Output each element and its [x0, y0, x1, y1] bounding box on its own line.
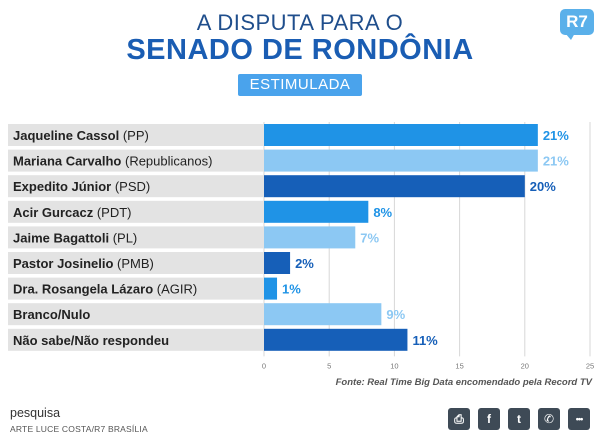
- candidate-name: Jaqueline Cassol: [13, 128, 119, 143]
- bar: [264, 328, 408, 351]
- x-tick-label: 0: [262, 361, 266, 370]
- r7-logo-text: R7: [560, 9, 594, 35]
- row-label-bg: [8, 124, 264, 146]
- x-tick-label: 20: [521, 361, 529, 370]
- whatsapp-icon[interactable]: ✆: [538, 408, 560, 430]
- bar: [264, 124, 538, 146]
- x-tick-label: 5: [327, 361, 331, 370]
- twitter-icon[interactable]: t: [508, 408, 530, 430]
- facebook-icon[interactable]: f: [478, 408, 500, 430]
- row-label-bg: [8, 277, 264, 300]
- row-label-bg: [8, 328, 264, 351]
- candidate-name: Pastor Josinelio: [13, 256, 113, 271]
- row-label-bg: [8, 226, 264, 249]
- candidate-party: (PP): [119, 128, 149, 143]
- row-label: Pastor Josinelio (PMB): [13, 256, 154, 271]
- bar: [264, 277, 278, 300]
- bar: [264, 303, 382, 326]
- x-tick-label: 15: [455, 361, 463, 370]
- footer-title: pesquisa: [10, 406, 61, 420]
- footer-credit: ARTE LUCE COSTA/R7 BRASÍLIA: [10, 424, 148, 434]
- row-label-bg: [8, 149, 264, 172]
- bar: [264, 149, 538, 172]
- candidate-party: (PDT): [93, 205, 131, 220]
- value-label: 11%: [412, 333, 438, 348]
- bar: [264, 252, 291, 274]
- source-note: Fonte: Real Time Big Data encomendado pe…: [335, 377, 592, 388]
- bar: [264, 226, 356, 249]
- row-label: Mariana Carvalho (Republicanos): [13, 154, 212, 169]
- subtitle-badge: ESTIMULADA: [238, 74, 362, 96]
- candidate-name: Branco/Nulo: [13, 307, 90, 322]
- candidate-party: (PSD): [111, 179, 150, 194]
- value-label: 21%: [543, 154, 569, 169]
- bar-chart: 0 5 10 15 20 25 Jaqueline Cassol (PP) 21% Marian…: [8, 122, 594, 370]
- bar: [264, 175, 525, 198]
- row-label-bg: [8, 303, 264, 326]
- value-label: 9%: [386, 307, 405, 322]
- x-tick-label: 10: [390, 361, 398, 370]
- candidate-party: (AGIR): [153, 282, 197, 297]
- candidate-name: Não sabe/Não respondeu: [13, 333, 169, 348]
- value-label: 20%: [530, 179, 556, 194]
- x-tick-label: 25: [586, 361, 594, 370]
- value-label: 8%: [373, 205, 392, 220]
- row-label: Branco/Nulo: [13, 307, 90, 322]
- value-label: 2%: [295, 256, 314, 271]
- row-label: Expedito Júnior (PSD): [13, 179, 150, 194]
- row-label-bg: [8, 252, 264, 274]
- r7-logo[interactable]: R7: [560, 9, 594, 41]
- more-icon[interactable]: •••: [568, 408, 590, 430]
- r7-logo-tail: [565, 33, 575, 40]
- row-label-bg: [8, 175, 264, 198]
- row-label: Jaime Bagattoli (PL): [13, 230, 137, 245]
- row-label: Jaqueline Cassol (PP): [13, 128, 149, 143]
- value-label: 7%: [360, 230, 379, 245]
- print-icon[interactable]: ⎙: [448, 408, 470, 430]
- candidate-party: (Republicanos): [121, 154, 212, 169]
- candidate-name: Jaime Bagattoli: [13, 230, 109, 245]
- row-label: Não sabe/Não respondeu: [13, 333, 169, 348]
- bar: [264, 200, 369, 223]
- candidate-name: Expedito Júnior: [13, 179, 111, 194]
- value-label: 21%: [543, 128, 569, 143]
- row-label: Dra. Rosangela Lázaro (AGIR): [13, 282, 197, 297]
- candidate-name: Dra. Rosangela Lázaro: [13, 282, 153, 297]
- row-label-bg: [8, 200, 264, 223]
- title-line-1: A DISPUTA PARA O: [196, 10, 404, 35]
- candidate-party: (PL): [109, 230, 137, 245]
- title-line-2: SENADO DE RONDÔNIA: [126, 34, 474, 66]
- candidate-name: Acir Gurcacz: [13, 205, 94, 220]
- candidate-name: Mariana Carvalho: [13, 154, 121, 169]
- candidate-party: (PMB): [113, 256, 153, 271]
- row-label: Acir Gurcacz (PDT): [13, 205, 131, 220]
- value-label: 1%: [282, 282, 301, 297]
